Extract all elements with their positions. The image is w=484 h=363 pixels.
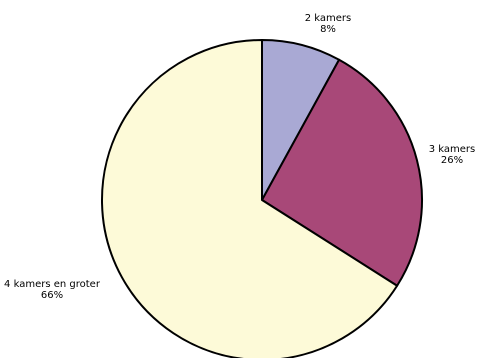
pie-slice — [261, 58, 423, 287]
slice-category-label: 2 kamers — [305, 13, 352, 24]
pie-slice — [101, 39, 399, 361]
slice-category-label: 3 kamers — [429, 144, 476, 155]
slice-percent-label: 26% — [441, 155, 463, 166]
slice-percent-label: 66% — [41, 290, 63, 301]
pie-slices — [101, 39, 423, 361]
slice-percent-label: 8% — [320, 24, 336, 35]
slice-category-label: 4 kamers en groter — [4, 279, 101, 290]
